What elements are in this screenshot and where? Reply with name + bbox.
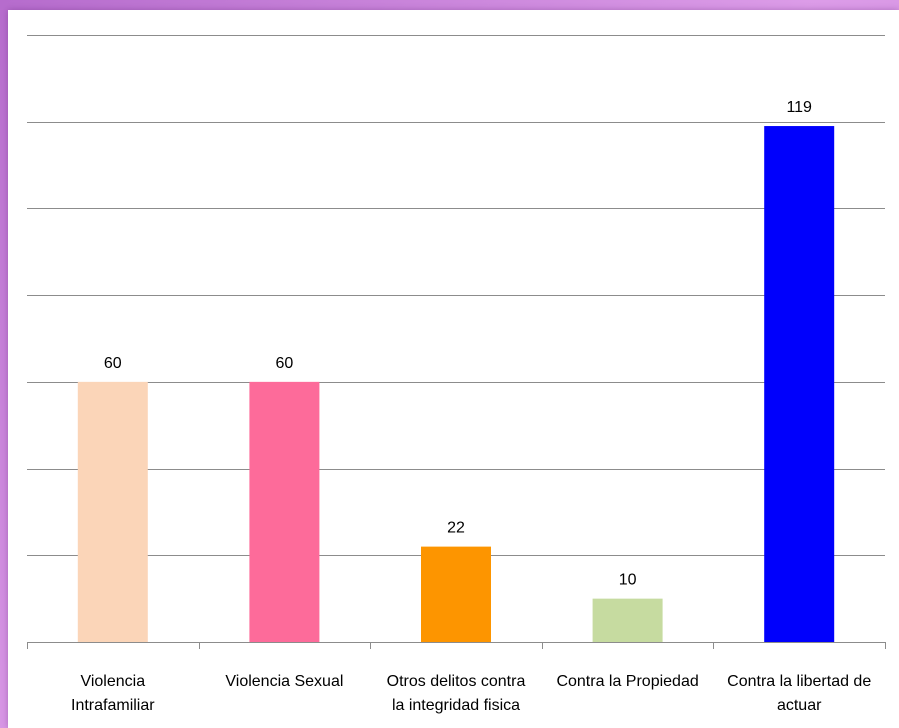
bars: [77, 126, 835, 643]
gridlines: [27, 35, 885, 556]
category-label: la integridad fisica: [392, 697, 520, 714]
data-label: 119: [786, 99, 812, 116]
bar: [592, 598, 663, 642]
bar: [421, 546, 491, 642]
category-label: Intrafamiliar: [71, 697, 155, 714]
bar: [764, 126, 835, 643]
category-label: Violencia: [80, 673, 145, 690]
category-label: Violencia Sexual: [225, 673, 343, 690]
category-labels: Violencia Intrafamiliar Violencia Sexual Ot…: [71, 673, 871, 714]
bar: [77, 381, 148, 642]
data-label: 60: [104, 355, 122, 372]
category-label: Otros delitos contra: [387, 673, 526, 690]
x-axis: [27, 642, 886, 649]
category-label: Contra la libertad de: [727, 673, 871, 690]
bar: [249, 381, 320, 642]
data-labels: 60 60 22 10 119: [104, 99, 812, 589]
category-label: actuar: [777, 697, 822, 714]
data-label: 22: [447, 520, 465, 537]
category-label: Contra la Propiedad: [556, 673, 698, 690]
data-label: 10: [619, 572, 637, 589]
data-label: 60: [276, 355, 294, 372]
